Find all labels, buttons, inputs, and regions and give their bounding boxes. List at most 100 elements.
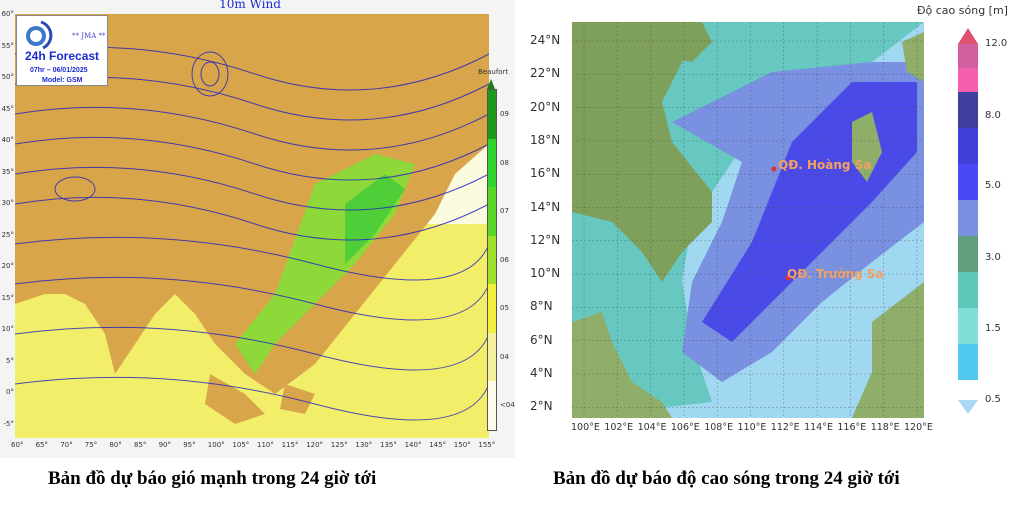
lon-tick: 140°	[404, 441, 422, 449]
wave-colorbar-title: Độ cao sóng [m]	[917, 4, 1008, 17]
lat-tick: 2°N	[530, 399, 553, 414]
lat-tick: 10°N	[530, 266, 561, 281]
valid-time: 07hr – 06/01/2025	[30, 67, 88, 74]
lon-tick: 75°	[84, 441, 98, 449]
lat-tick: 10°	[1, 325, 14, 333]
lon-tick: 110°E	[737, 422, 767, 433]
colorbar-min-arrow	[958, 400, 978, 414]
beaufort-label: 05	[500, 304, 509, 312]
colorbar-segment	[488, 138, 496, 188]
lat-tick: 14°N	[530, 199, 561, 214]
beaufort-label: 09	[500, 110, 509, 118]
lat-tick: -5°	[3, 419, 14, 428]
lon-tick: 100°	[207, 441, 225, 449]
colorbar-segment	[958, 308, 978, 344]
lon-tick: 118°E	[870, 422, 900, 433]
colorbar-segment	[958, 200, 978, 236]
colorbar-segment	[958, 164, 978, 200]
colorbar-segment	[958, 92, 978, 128]
truong-sa-label: QĐ. Trường Sa	[787, 267, 884, 281]
hoang-sa-label: QĐ. Hoàng Sa	[778, 158, 872, 172]
lon-tick: 100°E	[571, 422, 600, 433]
colorbar-segment	[958, 128, 978, 164]
lon-tick: 155°	[478, 441, 496, 449]
beaufort-label: <04	[500, 401, 515, 409]
lon-tick: 104°E	[637, 422, 667, 433]
map-title: 10m Wind	[219, 0, 281, 11]
lat-tick: 4°N	[530, 366, 553, 380]
wave-height-map: QĐ. Hoàng Sa QĐ. Trường Sa	[572, 22, 924, 418]
lat-tick: 0°	[6, 388, 14, 396]
beaufort-label: 06	[500, 255, 509, 264]
lat-tick: 30°	[1, 199, 14, 207]
lat-tick: 5°	[6, 356, 14, 365]
lon-tick: 112°E	[770, 422, 800, 433]
lon-tick: 120°E	[904, 422, 933, 433]
beaufort-title: Beaufort	[478, 68, 509, 76]
colorbar-segment	[488, 235, 496, 285]
lon-tick: 106°E	[670, 422, 700, 433]
lat-tick: 20°N	[530, 99, 561, 114]
colorbar-segment	[958, 344, 978, 380]
lon-tick: 125°	[330, 441, 348, 449]
colorbar-segment	[958, 272, 978, 308]
colorbar-segment	[488, 284, 496, 333]
colorbar-max-arrow	[958, 28, 978, 44]
lon-tick: 90°	[158, 441, 172, 449]
colorbar-segment	[488, 187, 496, 236]
lat-tick: 20°	[1, 262, 14, 270]
lat-tick: 6°N	[530, 332, 553, 347]
wave-colorbar-label: 8.0	[985, 110, 1001, 121]
lat-tick: 35°	[1, 167, 14, 176]
lon-tick: 150°	[453, 441, 471, 449]
colorbar-segment	[958, 68, 978, 92]
beaufort-label: 04	[500, 352, 509, 361]
lat-tick: 16°N	[530, 166, 561, 181]
wave-colorbar-label: 12.0	[985, 38, 1008, 49]
colorbar-arrow	[487, 79, 495, 89]
lon-tick: 102°E	[604, 422, 634, 433]
colorbar-segment	[488, 381, 496, 430]
wave-colorbar-label: 5.0	[985, 180, 1001, 191]
lat-tick: 45°	[1, 104, 14, 113]
lon-tick: 80°	[109, 441, 122, 449]
lon-tick: 65°	[35, 441, 49, 449]
agency-label: ** JMA **	[72, 32, 106, 40]
lon-tick: 108°E	[704, 422, 734, 433]
wave-colorbar-label: 0.5	[985, 394, 1001, 405]
beaufort-label: 07	[500, 207, 509, 215]
wave-colorbar-label: 1.5	[985, 323, 1001, 334]
lat-tick: 24°N	[530, 33, 561, 47]
lat-tick: 8°N	[530, 299, 553, 314]
lat-tick: 40°	[1, 136, 14, 144]
lon-tick: 145°	[429, 441, 447, 449]
lat-tick: 22°N	[530, 66, 561, 81]
lon-tick: 70°	[60, 441, 73, 449]
lat-tick: 15°	[1, 293, 14, 302]
wave-colorbar	[958, 44, 978, 400]
lat-tick: 18°N	[530, 132, 561, 147]
wind-map-canvas	[15, 14, 489, 438]
lon-tick: 130°	[355, 441, 373, 449]
wave-map-canvas	[572, 22, 924, 418]
wave-map-caption: Bản đồ dự báo độ cao sóng trong 24 giờ t…	[553, 468, 900, 489]
forecast-title: 24h Forecast	[25, 49, 100, 63]
lon-tick: 85°	[134, 441, 147, 449]
jma-logo-icon	[26, 20, 53, 50]
lon-tick: 114°E	[804, 422, 833, 433]
colorbar-segment	[958, 44, 978, 68]
lon-tick: 95°	[183, 441, 196, 449]
lat-tick: 12°N	[530, 232, 561, 247]
wave-colorbar-label: 3.0	[985, 252, 1001, 263]
lat-tick: 60°	[1, 10, 14, 18]
lon-tick: 135°	[380, 441, 397, 449]
lon-tick: 60°	[11, 441, 24, 449]
colorbar-segment	[488, 90, 496, 139]
beaufort-label: 08	[500, 158, 509, 167]
lat-tick: 25°	[1, 230, 14, 239]
lat-tick: 55°	[1, 41, 14, 50]
lon-tick: 120°	[306, 441, 324, 449]
wind-forecast-map: 10m Wind ** JMA ** 24h Forecast 07hr – 0…	[0, 0, 515, 458]
lon-tick: 110°	[257, 441, 274, 449]
lon-tick: 115°	[281, 441, 299, 449]
